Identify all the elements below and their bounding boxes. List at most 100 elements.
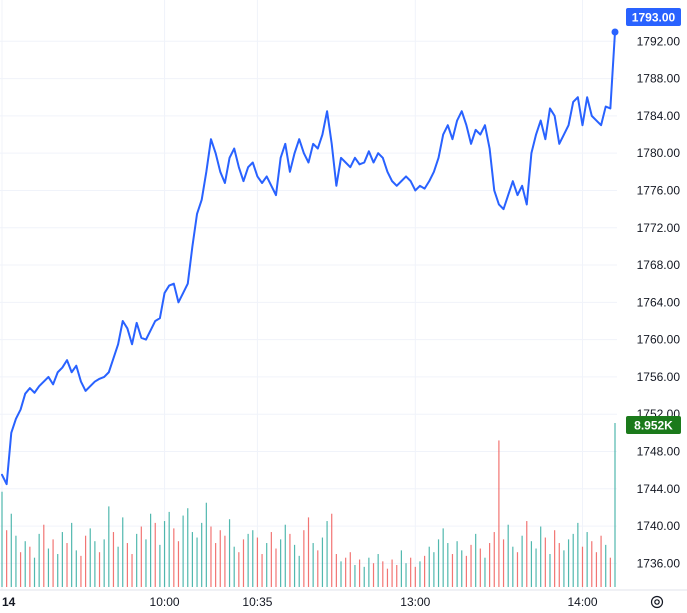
y-tick-label: 1784.00	[637, 109, 681, 123]
volume-bar	[461, 550, 463, 587]
volume-bar	[215, 543, 217, 587]
volume-bar	[150, 513, 152, 587]
volume-bar	[614, 423, 616, 587]
volume-bar	[238, 552, 240, 587]
volume-badge-bg	[626, 416, 681, 434]
x-tick-label: 10:35	[242, 595, 272, 609]
volume-bar	[29, 546, 31, 587]
volume-bar	[535, 548, 537, 587]
volume-bar	[428, 546, 430, 587]
y-tick-label: 1744.00	[637, 482, 681, 496]
volume-bar	[363, 566, 365, 587]
volume-bar	[52, 539, 54, 587]
volume-bar	[484, 557, 486, 587]
volume-bar	[289, 533, 291, 587]
volume-bar	[456, 541, 458, 587]
volume-bar	[544, 537, 546, 587]
volume-bar	[219, 530, 221, 587]
volume-bar	[201, 522, 203, 587]
volume-bar	[493, 532, 495, 587]
last-price-badge: 1793.00	[626, 8, 681, 26]
y-tick-label: 1788.00	[637, 72, 681, 86]
volume-bar	[126, 543, 128, 587]
volume-bar	[159, 544, 161, 587]
y-tick-label: 1792.00	[637, 34, 681, 48]
volume-bar	[280, 539, 282, 587]
volume-bar	[131, 554, 133, 587]
volume-bars	[1, 423, 616, 587]
last-price-label: 1793.00	[632, 11, 676, 25]
volume-bar	[270, 532, 272, 587]
volume-bar	[414, 566, 416, 587]
volume-bar	[572, 533, 574, 587]
x-axis[interactable]: 14 10:00 10:35 13:00 14:00	[0, 589, 687, 609]
volume-bar	[317, 550, 319, 587]
volume-bar	[489, 543, 491, 587]
volume-bar	[303, 530, 305, 587]
volume-bar	[191, 532, 194, 587]
volume-bar	[47, 548, 50, 587]
volume-bar	[247, 533, 249, 587]
volume-bar	[549, 554, 551, 587]
volume-bar	[196, 537, 198, 587]
y-tick-label: 1768.00	[637, 258, 681, 272]
volume-bar	[228, 519, 231, 587]
volume-bar	[331, 513, 333, 587]
volume-bar	[112, 532, 115, 587]
volume-bar	[470, 544, 472, 587]
volume-bar	[382, 561, 384, 587]
volume-bar	[136, 533, 138, 587]
volume-bar	[19, 552, 22, 587]
volume-bar	[1, 491, 3, 587]
volume-bar	[447, 543, 449, 587]
volume-bar	[396, 565, 398, 587]
volume-bar	[326, 521, 328, 587]
last-volume-label: 8.952K	[634, 419, 673, 433]
volume-bar	[437, 539, 440, 587]
volume-bar	[108, 506, 110, 587]
volume-bar	[340, 561, 342, 587]
volume-bar	[71, 522, 73, 587]
volume-bar	[419, 561, 421, 587]
volume-bar	[168, 511, 170, 587]
volume-bar	[354, 565, 356, 587]
x-tick-label: 14:00	[567, 595, 597, 609]
last-price-badge-bg	[626, 8, 681, 26]
volume-bar	[498, 440, 500, 587]
volume-bar	[512, 546, 514, 587]
x-tick-label: 10:00	[150, 595, 180, 609]
volume-bar	[210, 526, 212, 587]
price-line-series	[1, 30, 616, 486]
volume-bar	[358, 559, 361, 587]
y-tick-label: 1760.00	[637, 333, 681, 347]
volume-bar	[377, 554, 379, 587]
volume-bar	[391, 559, 393, 587]
volume-bar	[563, 550, 565, 587]
volume-bar	[530, 541, 533, 587]
volume-bar	[187, 508, 189, 587]
volume-bar	[89, 528, 91, 587]
volume-bar	[502, 539, 505, 587]
volume-bar	[591, 541, 593, 587]
volume-bar	[33, 557, 36, 587]
volume-badge: 8.952K	[626, 416, 681, 434]
volume-bar	[293, 544, 296, 587]
volume-bar	[600, 535, 602, 587]
volume-bar	[94, 541, 96, 587]
y-axis[interactable]: 1736.001740.001744.001748.001752.001756.…	[637, 34, 681, 570]
volume-bar	[577, 522, 579, 587]
settings-gear-icon[interactable]	[650, 595, 664, 609]
volume-bar	[516, 552, 519, 587]
volume-bar	[122, 517, 124, 587]
volume-bar	[256, 537, 259, 587]
volume-bar	[410, 557, 412, 587]
volume-bar	[400, 550, 402, 587]
volume-bar	[275, 548, 277, 587]
x-tick-label: 13:00	[400, 595, 430, 609]
y-tick-label: 1736.00	[637, 556, 681, 570]
y-tick-label: 1780.00	[637, 146, 681, 160]
volume-bar	[173, 528, 175, 587]
volume-bar	[298, 555, 300, 587]
